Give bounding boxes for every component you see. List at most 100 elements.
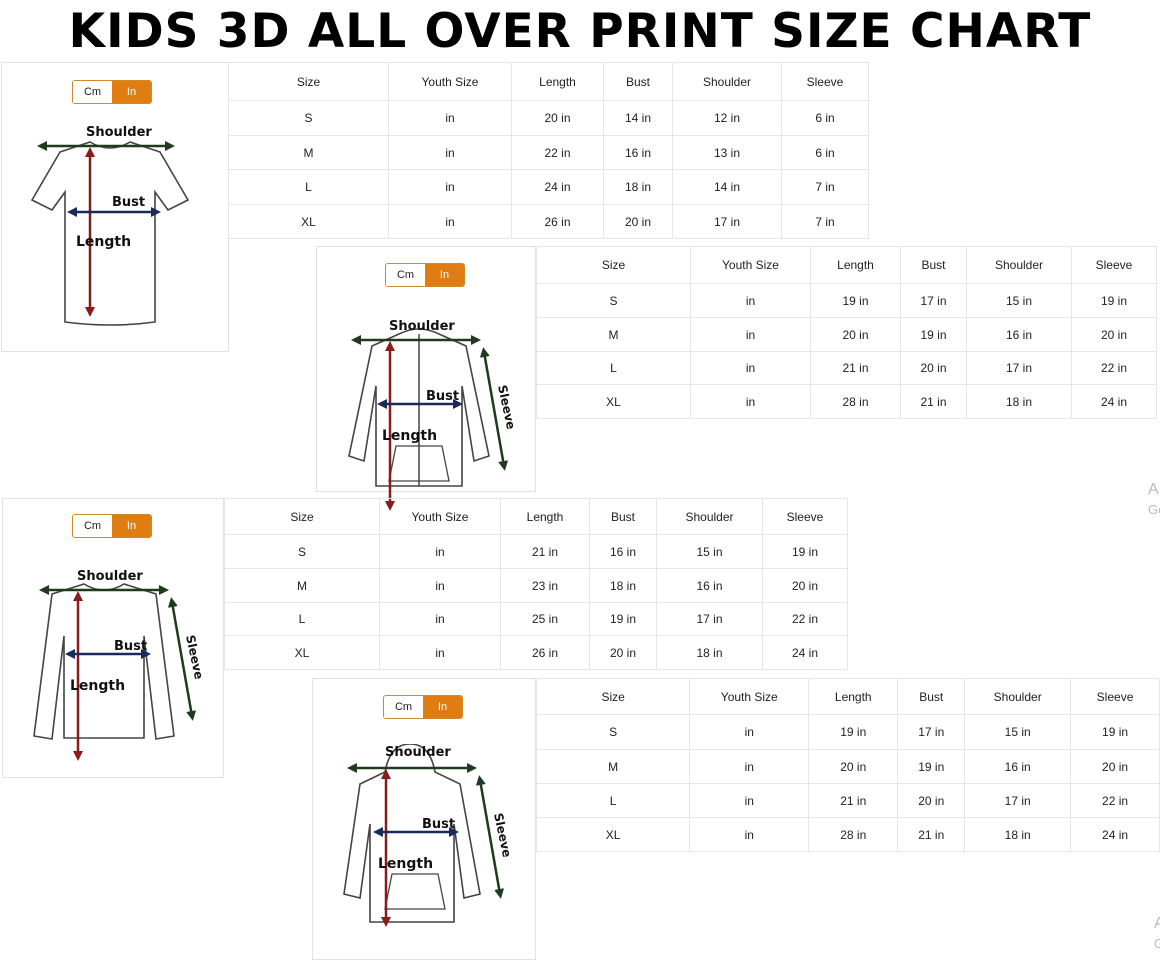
table-cell: 21 in [500,534,590,569]
table-cell: S [535,714,691,750]
table-cell: 18 in [603,169,673,205]
table-cell: in [379,602,501,636]
table-cell: in [379,534,501,569]
table-cell: in [689,783,810,818]
table-cell: 20 in [762,568,848,603]
table-cell: 20 in [900,351,967,385]
unit-option-in[interactable]: In [112,515,151,537]
table-cell: 21 in [808,783,899,818]
column-header: Youth Size [379,498,501,535]
table-cell: XL [224,635,380,670]
table-cell: L [224,602,380,636]
unit-option-cm[interactable]: Cm [384,696,423,718]
shoulder-label: Shoulder [77,569,143,584]
table-cell: in [689,714,810,750]
table-cell: 19 in [1070,714,1160,750]
length-label: Length [382,428,437,444]
column-header: Youth Size [689,678,810,715]
table-cell: S [224,534,380,569]
shoulder-label: Shoulder [86,125,152,140]
table-cell: 20 in [603,204,673,239]
column-header: Bust [897,678,966,715]
table-cell: 6 in [781,100,869,136]
column-header: Bust [589,498,657,535]
column-header: Sleeve [781,62,869,101]
table-cell: 20 in [1070,749,1160,784]
table-cell: 23 in [500,568,590,603]
unit-toggle[interactable]: Cm In [385,263,465,287]
column-header: Shoulder [656,498,763,535]
sleeve-arrow [479,347,509,471]
column-header: Sleeve [1070,678,1160,715]
column-header: Length [511,62,604,101]
fragment-line: G [1154,936,1160,951]
table-cell: S [228,100,389,136]
table-cell: 25 in [500,602,590,636]
unit-option-cm[interactable]: Cm [73,81,112,103]
column-header: Bust [900,246,967,284]
column-header: Shoulder [964,678,1072,715]
table-cell: in [690,384,811,419]
table-cell: XL [228,204,389,239]
sleeve-label: Sleeve [183,634,206,681]
unit-toggle[interactable]: Cm In [383,695,463,719]
table-cell: 24 in [511,169,604,205]
table-cell: 12 in [672,100,782,136]
table-cell: 19 in [1071,283,1157,318]
table-cell: 6 in [781,135,869,170]
sleeve-arrow [475,775,505,899]
table-cell: 16 in [603,135,673,170]
table-cell: 20 in [808,749,899,784]
unit-option-cm[interactable]: Cm [73,515,112,537]
unit-option-in[interactable]: In [112,81,151,103]
column-header: Length [808,678,899,715]
bust-label: Bust [114,639,147,654]
column-header: Size [536,246,691,284]
unit-toggle[interactable]: Cm In [72,80,152,104]
unit-option-in[interactable]: In [425,264,464,286]
table-cell: 20 in [897,783,966,818]
unit-option-cm[interactable]: Cm [386,264,425,286]
long-sleeve-shirt-diagram: Shoulder Bust Length Sleeve [33,569,206,761]
table-cell: XL [536,384,691,419]
unit-option-in[interactable]: In [423,696,462,718]
table-cell: 24 in [1070,817,1160,852]
table-cell: 24 in [762,635,848,670]
table-cell: in [689,817,810,852]
table-cell: M [536,317,691,352]
table-cell: 7 in [781,204,869,239]
table-cell: in [388,135,512,170]
column-header: Sleeve [1071,246,1157,284]
table-cell: 22 in [1070,783,1160,818]
unit-toggle[interactable]: Cm In [72,514,152,538]
length-label: Length [70,678,125,694]
table-row: XL in 26 in 20 in 18 in 24 in [224,635,848,670]
table-cell: M [535,749,691,784]
table-cell: 21 in [897,817,966,852]
cropped-text-fragment: A Go [1148,480,1160,520]
table-cell: 22 in [511,135,604,170]
column-header: Shoulder [672,62,782,101]
bust-label: Bust [426,389,459,404]
table-cell: 19 in [810,283,901,318]
table-cell: 18 in [589,568,657,603]
table-cell: in [388,100,512,136]
table-cell: 19 in [762,534,848,569]
column-header: Length [500,498,590,535]
shoulder-label: Shoulder [389,319,455,334]
page-title: KIDS 3D ALL OVER PRINT SIZE CHART [68,4,1092,59]
table-cell: L [536,351,691,385]
long-sleeve-shirt-outline [33,583,175,740]
length-label: Length [378,856,433,872]
